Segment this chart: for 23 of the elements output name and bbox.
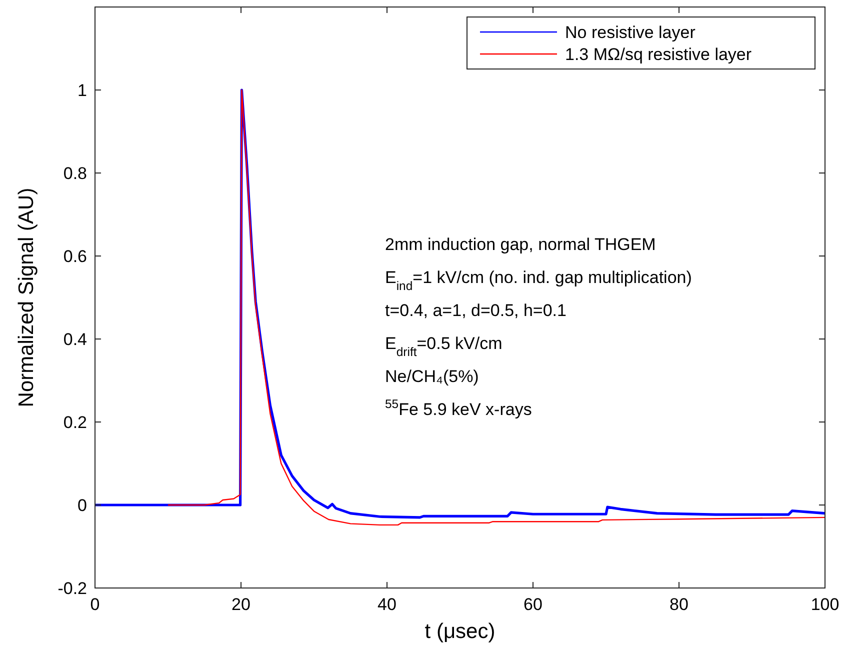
x-tick-label: 0: [90, 595, 100, 614]
annotation: 2mm induction gap, normal THGEM: [385, 235, 656, 254]
y-tick-label: 0.2: [63, 413, 87, 432]
legend-label: 1.3 MΩ/sq resistive layer: [565, 45, 752, 64]
annotation: E$_{drift}$=0.5 kV/cm: [385, 334, 502, 359]
annotation: Ne/CH₄(5%): [385, 367, 479, 386]
y-axis-title: Normalized Signal (AU): [15, 188, 38, 408]
y-tick-label: 0.8: [63, 164, 87, 183]
annotation: t=0.4, a=1, d=0.5, h=0.1: [385, 301, 566, 320]
y-tick-label: 0: [78, 496, 87, 515]
annotation: $^{55}$Fe 5.9 keV x-rays: [385, 397, 532, 419]
x-tick-label: 100: [810, 595, 840, 614]
y-tick-label: 0.4: [63, 330, 87, 349]
x-tick-label: 60: [524, 595, 542, 614]
x-tick-label: 20: [232, 595, 250, 614]
annotation: E$_{ind}$=1 kV/cm (no. ind. gap multiplication): [385, 268, 692, 293]
y-tick-label: -0.2: [58, 579, 87, 598]
x-tick-label: 40: [378, 595, 396, 614]
x-axis-title: t (μsec): [424, 620, 496, 643]
x-tick-label: 80: [670, 595, 688, 614]
y-tick-label: 0.6: [63, 247, 87, 266]
y-tick-label: 1: [78, 81, 87, 100]
legend-label: No resistive layer: [565, 23, 696, 42]
